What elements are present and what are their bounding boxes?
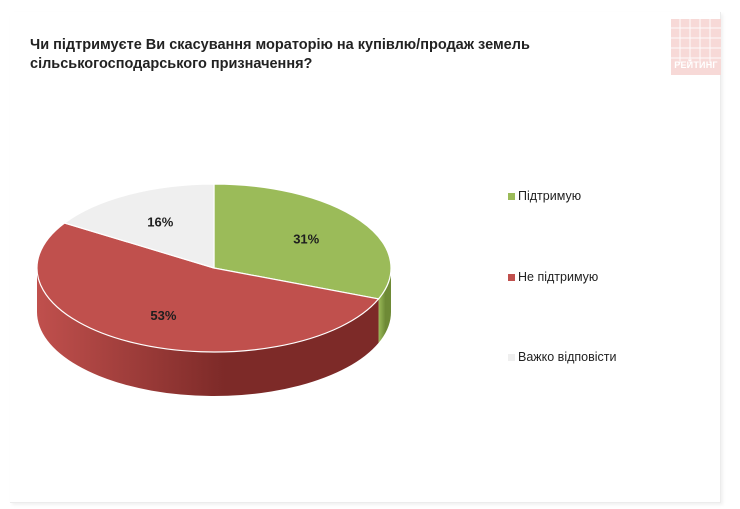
logo-text: РЕЙТИНГ: [674, 60, 718, 70]
legend-label-oppose: Не підтримую: [518, 270, 599, 284]
legend-item-support: Підтримую: [508, 189, 581, 203]
rating-logo: РЕЙТИНГ: [671, 19, 721, 75]
pie-side-oppose: [37, 268, 379, 397]
legend-label-undecided: Важко відповісти: [518, 350, 617, 364]
legend-label-support: Підтримую: [518, 189, 582, 203]
legend-swatch-oppose: [508, 273, 515, 281]
pie-top: [36, 183, 392, 353]
pie-label-oppose: 53%: [150, 308, 176, 323]
pie-label-undecided: 16%: [147, 215, 173, 230]
pie-slice-support: [213, 183, 392, 300]
pie-side-support: [378, 268, 391, 343]
logo-grid-icon: [671, 19, 721, 63]
legend-item-oppose: Не підтримую: [508, 270, 598, 284]
legend-swatch-undecided: [508, 353, 515, 361]
chart-title: Чи підтримуєте Ви скасування мораторію н…: [30, 36, 590, 74]
pie-side-walls: [37, 268, 391, 397]
pie-slice-undecided: [63, 183, 215, 269]
chart-title-line-2: сільськогосподарського призначення?: [30, 56, 313, 72]
pie-slice-oppose: [36, 222, 380, 353]
legend-swatch-support: [508, 192, 515, 200]
chart-title-line-1: Чи підтримуєте Ви скасування мораторію н…: [30, 37, 530, 53]
pie-label-support: 31%: [293, 231, 319, 246]
legend-item-undecided: Важко відповісти: [508, 350, 617, 364]
